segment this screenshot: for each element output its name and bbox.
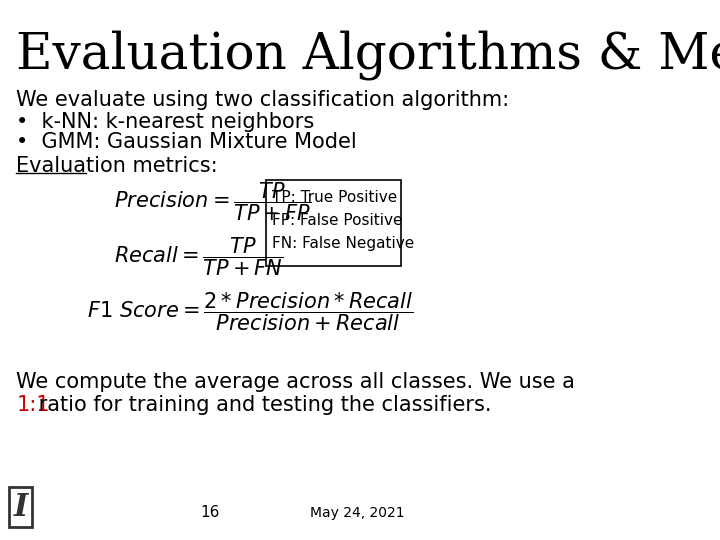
Text: •  GMM: Gaussian Mixture Model: • GMM: Gaussian Mixture Model — [17, 132, 357, 152]
Text: $\mathit{Precision} = \dfrac{\mathit{TP}}{\mathit{TP} + \mathit{FP}}$: $\mathit{Precision} = \dfrac{\mathit{TP}… — [114, 180, 311, 222]
Text: Evaluation metrics:: Evaluation metrics: — [17, 156, 218, 176]
Text: 1:1: 1:1 — [17, 395, 50, 415]
Text: $\mathit{Recall} = \dfrac{\mathit{TP}}{\mathit{TP} + \mathit{FN}}$: $\mathit{Recall} = \dfrac{\mathit{TP}}{\… — [114, 235, 283, 278]
Text: We compute the average across all classes. We use a: We compute the average across all classe… — [17, 372, 575, 392]
FancyBboxPatch shape — [9, 487, 32, 527]
Text: 16: 16 — [200, 505, 220, 520]
Text: May 24, 2021: May 24, 2021 — [310, 506, 405, 520]
FancyBboxPatch shape — [266, 180, 401, 266]
Text: ratio for training and testing the classifiers.: ratio for training and testing the class… — [32, 395, 492, 415]
Text: We evaluate using two classification algorithm:: We evaluate using two classification alg… — [17, 90, 510, 110]
Text: FP: False Positive: FP: False Positive — [271, 213, 402, 228]
Text: FN: False Negative: FN: False Negative — [271, 236, 414, 251]
Text: TP: True Positive: TP: True Positive — [271, 190, 397, 205]
Text: I: I — [13, 491, 27, 523]
Text: Evaluation Algorithms & Metrics: Evaluation Algorithms & Metrics — [17, 30, 720, 80]
Text: $\mathit{F1\ Score} = \dfrac{2 * \mathit{Precision} * \mathit{Recall}}{\mathit{P: $\mathit{F1\ Score} = \dfrac{2 * \mathit… — [87, 290, 414, 333]
Text: •  k-NN: k-nearest neighbors: • k-NN: k-nearest neighbors — [17, 112, 315, 132]
